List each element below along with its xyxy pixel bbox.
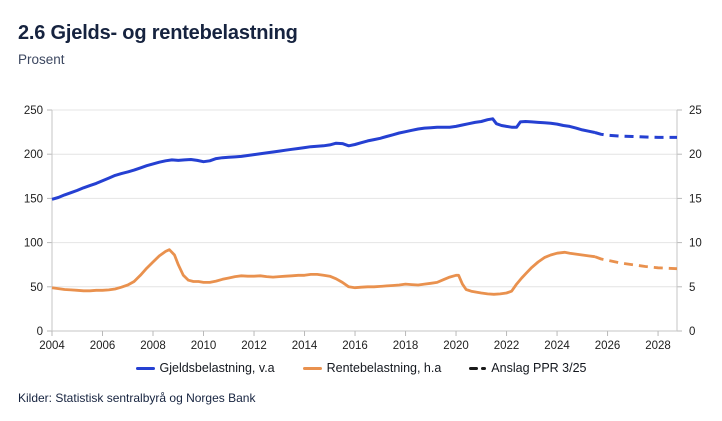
x-tick-label: 2028: [645, 340, 671, 352]
source-note: Kilder: Statistisk sentralbyrå og Norges…: [18, 391, 256, 405]
legend-swatch-anslag-dashed: [469, 366, 487, 370]
legend-label-gjeldsbelastning: Gjeldsbelastning, v.a: [159, 361, 275, 375]
y-right-tick-label: 25: [689, 105, 702, 117]
x-tick-label: 2024: [544, 340, 570, 352]
x-tick-label: 2014: [292, 340, 318, 352]
chart-legend: Gjeldsbelastning, v.a Rentebelastning, h…: [0, 361, 722, 375]
legend-item-rentebelastning: Rentebelastning, h.a: [302, 361, 442, 375]
y-right-tick-label: 20: [689, 149, 702, 161]
legend-label-anslag: Anslag PPR 3/25: [491, 361, 587, 375]
y-left-tick-label: 0: [37, 326, 43, 338]
legend-item-gjeldsbelastning: Gjeldsbelastning, v.a: [135, 361, 275, 375]
x-tick-label: 2020: [443, 340, 469, 352]
chart-subtitle: Prosent: [18, 52, 65, 67]
y-right-tick-label: 5: [689, 282, 695, 294]
legend-swatch-rentebelastning: [302, 366, 322, 370]
x-tick-label: 2016: [342, 340, 368, 352]
legend-swatch-gjeldsbelastning: [135, 366, 155, 370]
x-tick-label: 2010: [191, 340, 217, 352]
rentebelastning-line: [51, 248, 596, 296]
x-tick-label: 2004: [39, 340, 65, 352]
y-left-tick-label: 250: [24, 105, 43, 117]
y-right-tick-label: 15: [689, 193, 702, 205]
y-left-tick-label: 200: [24, 149, 43, 161]
x-tick-label: 2026: [595, 340, 621, 352]
y-right-tick-label: 0: [689, 326, 695, 338]
gjeldsbelastning-forecast-line: [594, 131, 677, 139]
y-left-tick-label: 50: [30, 282, 43, 294]
x-tick-label: 2006: [90, 340, 116, 352]
legend-label-rentebelastning: Rentebelastning, h.a: [326, 361, 442, 375]
x-tick-label: 2008: [140, 340, 166, 352]
x-tick-label: 2012: [241, 340, 267, 352]
y-left-tick-label: 100: [24, 238, 43, 250]
gjeldsbelastning-line: [51, 117, 596, 201]
rentebelastning-forecast-line: [594, 255, 678, 271]
legend-item-anslag: Anslag PPR 3/25: [469, 361, 587, 375]
x-tick-label: 2018: [393, 340, 419, 352]
y-left-tick-label: 150: [24, 193, 43, 205]
x-tick-label: 2022: [494, 340, 520, 352]
y-right-tick-label: 10: [689, 238, 702, 250]
chart-title: 2.6 Gjelds- og rentebelastning: [18, 22, 298, 44]
